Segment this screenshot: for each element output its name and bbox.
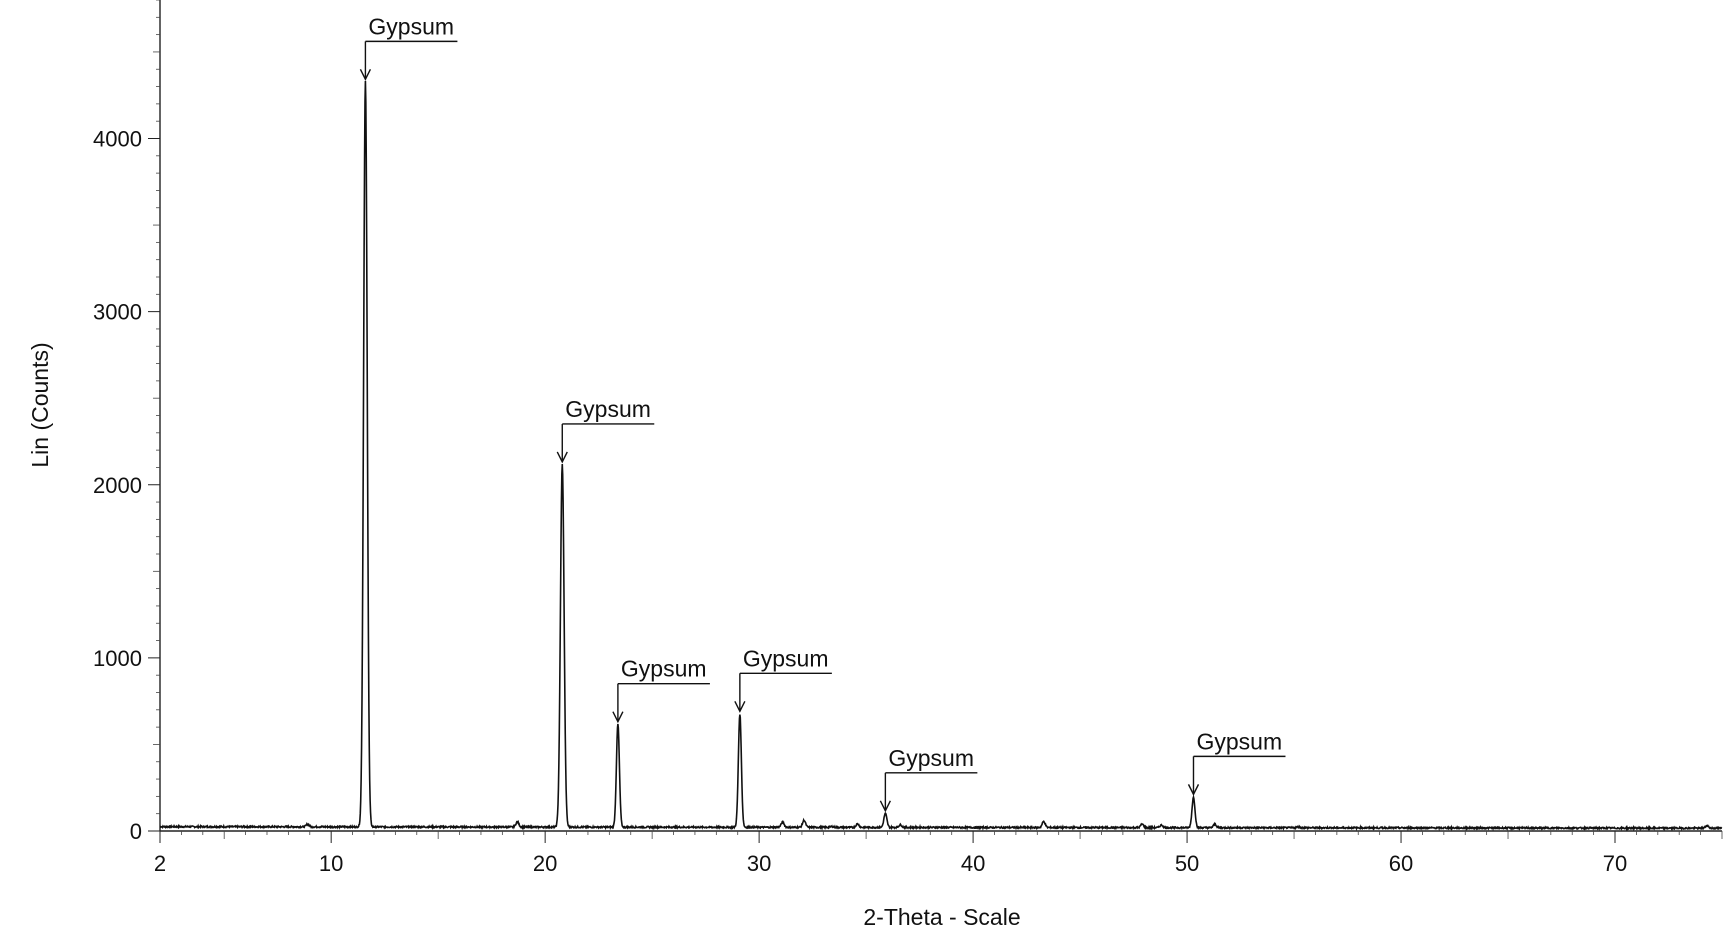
x-tick-label: 40: [961, 851, 985, 876]
x-tick-label: 30: [747, 851, 771, 876]
peak-annotation: Gypsum: [734, 645, 832, 713]
y-axis-title: Lin (Counts): [27, 342, 53, 467]
peak-label-text: Gypsum: [743, 645, 829, 671]
peak-annotation: Gypsum: [359, 13, 458, 81]
peak-label-text: Gypsum: [368, 13, 454, 39]
peak-label-text: Gypsum: [1196, 728, 1282, 754]
peak-label-text: Gypsum: [565, 396, 651, 422]
x-tick-label: 50: [1175, 851, 1199, 876]
x-axis-title: 2-Theta - Scale: [863, 904, 1020, 930]
peak-annotation: Gypsum: [1187, 728, 1286, 796]
peak-label-text: Gypsum: [621, 656, 707, 682]
y-tick-label: 1000: [93, 646, 142, 671]
peak-annotations: Gypsum Gypsum Gypsum Gypsum Gypsum Gypsum: [359, 13, 1286, 813]
y-tick-label: 2000: [93, 473, 142, 498]
x-tick-label: 10: [319, 851, 343, 876]
arrow-down-icon: [612, 711, 624, 724]
arrow-down-icon: [359, 69, 372, 81]
chart-tick-labels: 0 1000 2000 3000 4000 2 10 20 30 40 50 60 70: [93, 127, 1627, 877]
peak-annotation: Gypsum: [879, 745, 978, 813]
y-tick-label: 4000: [93, 127, 142, 152]
y-tick-label: 0: [130, 819, 142, 844]
chart-axes: [159, 0, 1722, 832]
peak-annotation: Gypsum: [556, 396, 655, 464]
arrow-down-icon: [556, 451, 568, 464]
peak-annotation: Gypsum: [612, 656, 710, 724]
arrow-down-icon: [734, 700, 746, 713]
x-tick-label: 70: [1603, 851, 1627, 876]
chart-ticks: [148, 0, 1723, 843]
x-tick-label: 20: [533, 851, 557, 876]
diffraction-pattern-line: [159, 80, 1723, 832]
x-tick-label: 2: [154, 851, 166, 876]
arrow-down-icon: [1187, 784, 1200, 796]
peak-label-text: Gypsum: [888, 745, 974, 771]
x-tick-label: 60: [1389, 851, 1413, 876]
arrow-down-icon: [879, 800, 891, 813]
y-tick-label: 3000: [93, 300, 142, 325]
